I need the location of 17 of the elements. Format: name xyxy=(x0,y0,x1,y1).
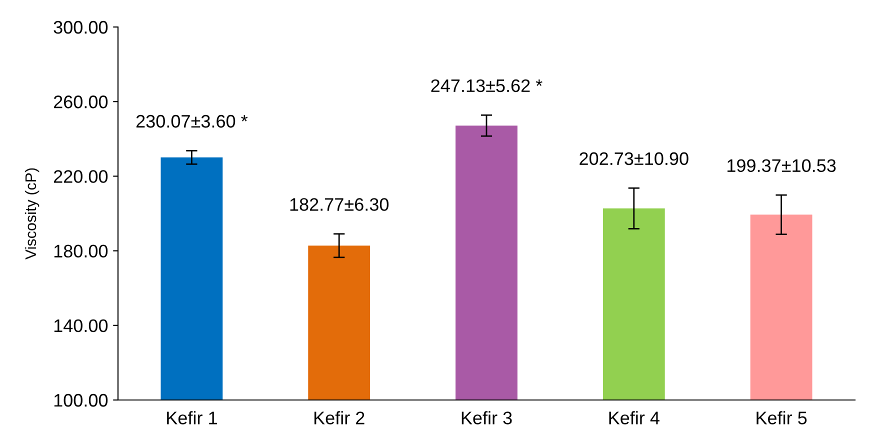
data-label: 199.37±10.53 xyxy=(728,159,836,172)
x-tick-label: Kefir 5 xyxy=(756,411,807,424)
x-tick-label: Kefir 3 xyxy=(462,411,512,424)
x-tick-label: Kefir 4 xyxy=(609,411,660,424)
y-tick-label: 100.00 xyxy=(54,394,108,407)
y-tick-label: 140.00 xyxy=(54,319,108,332)
y-tick-label: 220.00 xyxy=(54,170,108,183)
y-tick-label: 180.00 xyxy=(54,244,108,258)
x-tick-label: Kefir 2 xyxy=(314,411,364,424)
data-label: 230.07±3.60 * xyxy=(136,114,248,128)
x-tick-label: Kefir 1 xyxy=(167,411,217,424)
y-tick-label: 300.00 xyxy=(54,20,108,34)
y-tick-label: 260.00 xyxy=(54,96,108,108)
data-label: 247.13±5.62 * xyxy=(431,79,542,92)
data-label: 202.73±10.90 xyxy=(580,152,688,166)
y-axis-title: Viscosity (cP) xyxy=(24,168,40,260)
data-label: 182.77±6.30 xyxy=(290,198,389,211)
